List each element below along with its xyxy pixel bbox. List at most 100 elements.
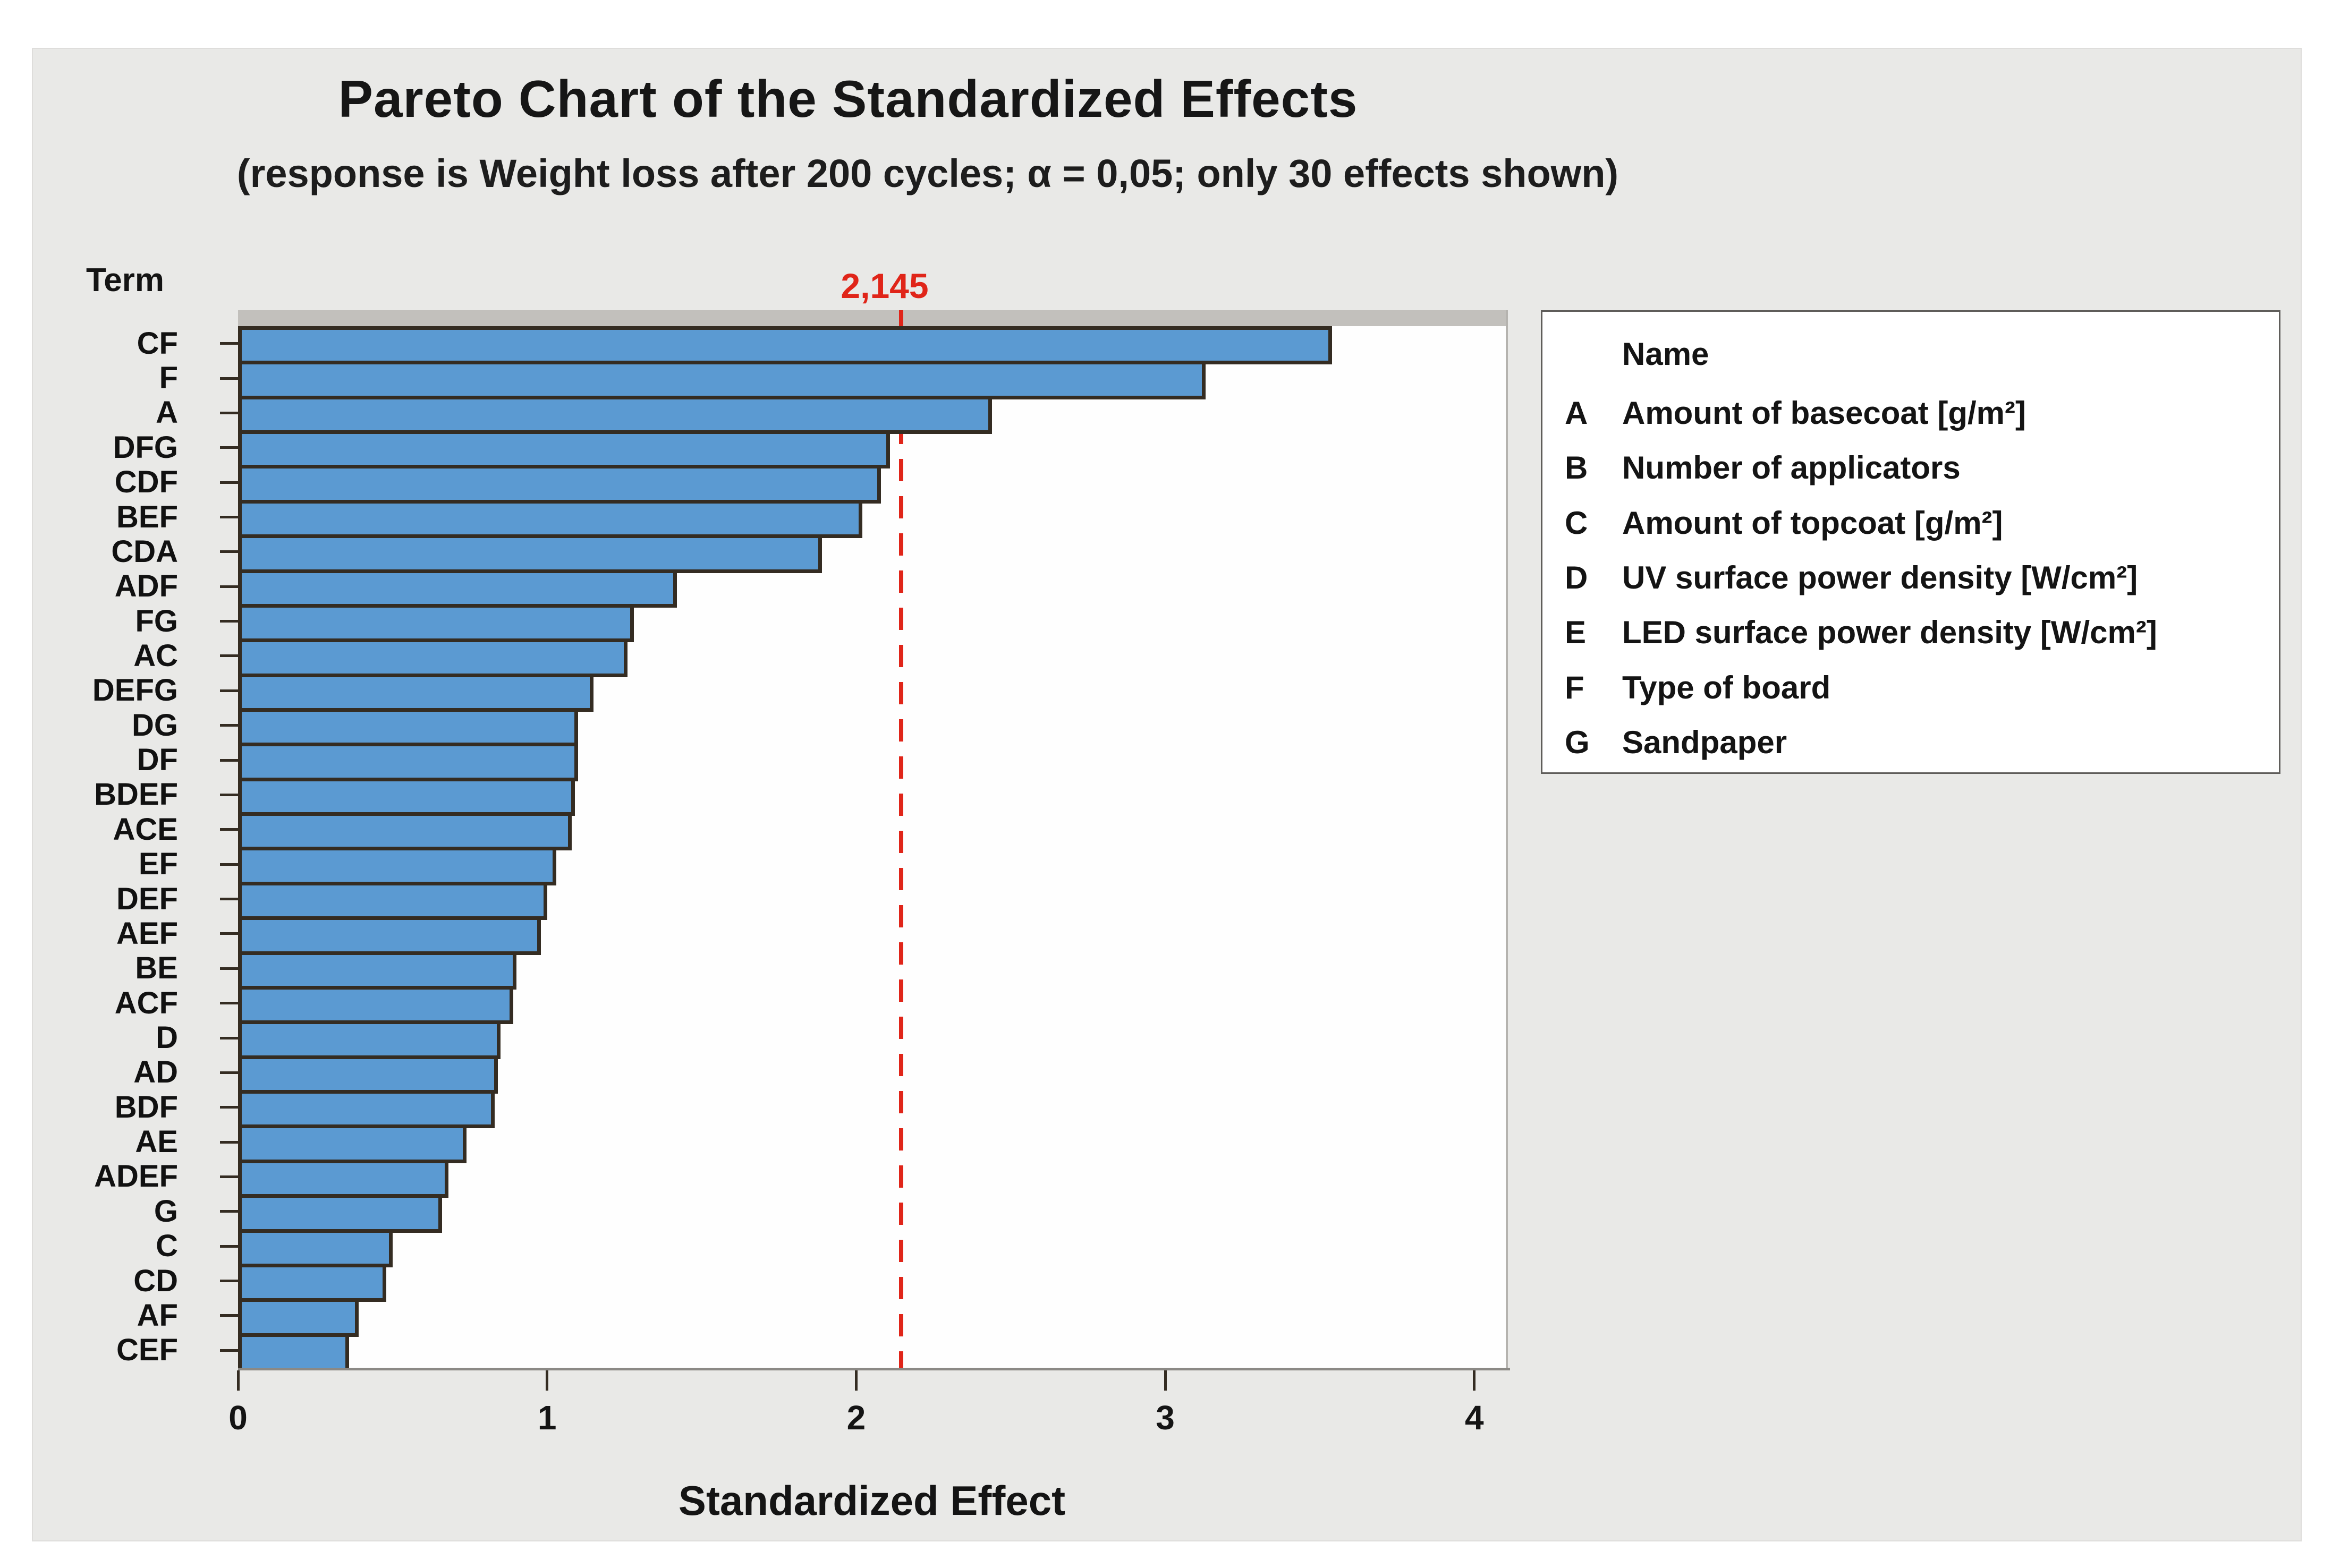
y-tick-mark xyxy=(220,1175,238,1178)
chart-subtitle: (response is Weight loss after 200 cycle… xyxy=(236,151,1619,195)
x-axis-line xyxy=(238,1368,1510,1370)
y-tick-mark xyxy=(220,1349,238,1352)
y-tick-label-cdf: CDF xyxy=(114,465,178,500)
x-axis-title: Standardized Effect xyxy=(678,1477,1066,1524)
y-tick-mark xyxy=(220,759,238,762)
y-tick-label-af: AF xyxy=(137,1298,178,1333)
y-tick-label-dfg: DFG xyxy=(113,430,178,465)
y-tick-label-aef: AEF xyxy=(116,916,178,951)
y-tick-label-bef: BEF xyxy=(116,499,178,534)
legend-row-e: E LED surface power density [W/cm²] xyxy=(1542,614,2279,651)
y-tick-mark xyxy=(220,481,238,484)
legend-key-g: G xyxy=(1565,724,1590,760)
y-tick-mark xyxy=(220,411,238,414)
bar-f xyxy=(238,361,1206,399)
y-tick-label-g: G xyxy=(154,1194,178,1229)
legend-key-c: C xyxy=(1565,505,1588,541)
legend-row-c: C Amount of topcoat [g/m²] xyxy=(1542,505,2279,542)
y-axis-title: Term xyxy=(86,262,165,299)
y-tick-label-cda: CDA xyxy=(111,534,178,569)
x-tick-label-4: 4 xyxy=(1465,1399,1484,1437)
y-tick-mark xyxy=(220,550,238,553)
legend-key-f: F xyxy=(1565,669,1584,705)
y-tick-label-cef: CEF xyxy=(116,1333,178,1368)
legend-key-d: D xyxy=(1565,559,1588,595)
legend-name-b: Number of applicators xyxy=(1622,450,1961,486)
y-tick-mark xyxy=(220,828,238,831)
plot-top-strip xyxy=(238,310,1506,326)
bar-c xyxy=(238,1229,393,1267)
bar-aef xyxy=(238,916,541,955)
y-tick-label-df: DF xyxy=(137,743,178,778)
x-tick-mark xyxy=(854,1370,858,1391)
x-tick-mark xyxy=(546,1370,549,1391)
bar-bdef xyxy=(238,777,575,816)
legend-box: Name A Amount of basecoat [g/m²] B Number o… xyxy=(1541,310,2280,774)
x-tick-mark xyxy=(236,1370,240,1391)
chart-title: Pareto Chart of the Standardized Effects xyxy=(338,70,1358,128)
y-tick-label-bdf: BDF xyxy=(114,1089,178,1124)
y-tick-mark xyxy=(220,967,238,970)
chart-panel: Pareto Chart of the Standardized Effects… xyxy=(32,48,2302,1541)
y-tick-label-cf: CF xyxy=(137,326,178,361)
legend-row-d: D UV surface power density [W/cm²] xyxy=(1542,559,2279,596)
bar-defg xyxy=(238,673,593,712)
bar-cdf xyxy=(238,465,881,504)
legend-name-d: UV surface power density [W/cm²] xyxy=(1622,559,2138,595)
bar-df xyxy=(238,743,578,781)
bar-cf xyxy=(238,326,1333,365)
bar-ae xyxy=(238,1124,467,1163)
legend-row-g: G Sandpaper xyxy=(1542,724,2279,761)
bar-d xyxy=(238,1020,501,1059)
y-tick-mark xyxy=(220,446,238,449)
y-tick-mark xyxy=(220,1245,238,1248)
bar-be xyxy=(238,951,516,990)
y-tick-mark xyxy=(220,1140,238,1144)
reference-line-value-label: 2,145 xyxy=(841,266,929,305)
bar-ad xyxy=(238,1055,498,1094)
y-tick-mark xyxy=(220,724,238,727)
y-tick-label-adef: ADEF xyxy=(94,1159,178,1194)
bar-ace xyxy=(238,812,572,851)
y-tick-mark xyxy=(220,342,238,345)
bar-acf xyxy=(238,985,513,1025)
legend-row-f: F Type of board xyxy=(1542,669,2279,706)
bar-cef xyxy=(238,1333,350,1368)
bar-bef xyxy=(238,499,863,539)
y-tick-mark xyxy=(220,585,238,588)
legend-header: Name xyxy=(1622,336,1709,372)
y-tick-mark xyxy=(220,793,238,796)
reference-line xyxy=(898,310,903,1368)
bars-container xyxy=(238,326,1504,1368)
x-tick-label-1: 1 xyxy=(537,1399,557,1437)
y-tick-label-acf: ACF xyxy=(114,985,178,1020)
y-tick-mark xyxy=(220,1280,238,1283)
x-tick-label-2: 2 xyxy=(846,1399,866,1437)
y-tick-mark xyxy=(220,1002,238,1005)
x-tick-mark xyxy=(1473,1370,1476,1391)
bar-af xyxy=(238,1298,359,1337)
legend-row-a: A Amount of basecoat [g/m²] xyxy=(1542,395,2279,432)
x-tick-mark xyxy=(1164,1370,1167,1391)
y-tick-mark xyxy=(220,1210,238,1213)
legend-name-a: Amount of basecoat [g/m²] xyxy=(1622,395,2026,431)
y-tick-mark xyxy=(220,689,238,692)
y-tick-mark xyxy=(220,863,238,866)
legend-row-b: B Number of applicators xyxy=(1542,449,2279,487)
bar-ef xyxy=(238,847,557,885)
bar-ac xyxy=(238,638,627,677)
y-tick-label-f: F xyxy=(159,361,178,396)
y-tick-label-c: C xyxy=(156,1229,178,1264)
bar-a xyxy=(238,395,993,434)
y-tick-mark xyxy=(220,1036,238,1039)
y-tick-label-ad: AD xyxy=(133,1055,178,1090)
y-tick-mark xyxy=(220,1314,238,1317)
y-tick-mark xyxy=(220,654,238,658)
bar-dfg xyxy=(238,430,891,469)
legend-key-a: A xyxy=(1565,395,1588,431)
y-tick-label-fg: FG xyxy=(135,603,178,638)
y-tick-label-adf: ADF xyxy=(114,569,178,604)
bar-def xyxy=(238,881,547,921)
y-tick-mark xyxy=(220,1106,238,1109)
